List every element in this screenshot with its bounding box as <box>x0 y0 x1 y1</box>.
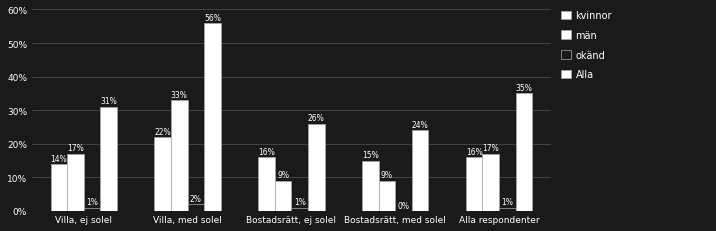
Bar <box>188 204 204 211</box>
Bar <box>258 158 275 211</box>
Bar <box>516 94 532 211</box>
Bar <box>379 181 395 211</box>
Text: 22%: 22% <box>155 127 171 136</box>
Text: 56%: 56% <box>204 13 221 22</box>
Text: 17%: 17% <box>483 144 499 153</box>
Bar <box>171 101 188 211</box>
Bar <box>84 208 100 211</box>
Text: 26%: 26% <box>308 114 324 123</box>
Bar <box>51 164 67 211</box>
Text: 24%: 24% <box>412 120 428 129</box>
Text: 1%: 1% <box>294 197 306 206</box>
Text: 2%: 2% <box>190 194 202 203</box>
Bar <box>466 158 483 211</box>
Text: 14%: 14% <box>51 154 67 163</box>
Text: 9%: 9% <box>381 170 393 179</box>
Bar <box>155 137 171 211</box>
Text: 1%: 1% <box>501 197 513 206</box>
Text: 17%: 17% <box>67 144 84 153</box>
Bar <box>67 154 84 211</box>
Text: 31%: 31% <box>100 97 117 106</box>
Bar <box>308 124 324 211</box>
Text: 0%: 0% <box>397 201 410 210</box>
Text: 35%: 35% <box>516 84 533 93</box>
Text: 16%: 16% <box>258 147 275 156</box>
Text: 9%: 9% <box>277 170 289 179</box>
Text: 33%: 33% <box>171 90 188 99</box>
Bar <box>483 154 499 211</box>
Bar <box>362 161 379 211</box>
Bar <box>499 208 516 211</box>
Legend: kvinnor, män, okänd, Alla: kvinnor, män, okänd, Alla <box>561 11 612 80</box>
Bar <box>100 107 117 211</box>
Bar <box>204 24 221 211</box>
Text: 1%: 1% <box>86 197 98 206</box>
Text: 16%: 16% <box>465 147 483 156</box>
Bar <box>291 208 308 211</box>
Text: 15%: 15% <box>362 151 379 159</box>
Bar <box>412 131 428 211</box>
Bar <box>275 181 291 211</box>
